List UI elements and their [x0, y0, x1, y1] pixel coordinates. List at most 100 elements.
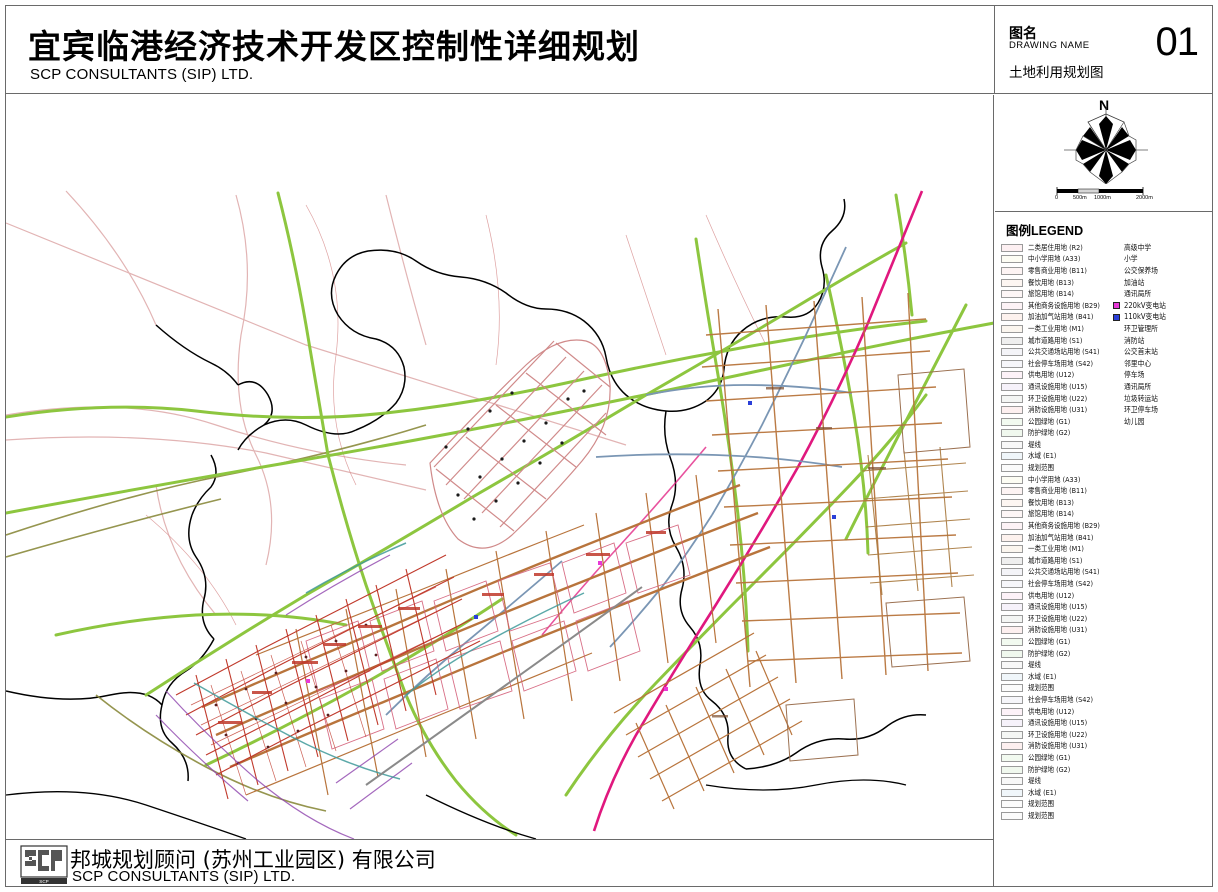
legend-item[interactable]: 公共交通场站用地 (S41): [1001, 567, 1111, 579]
legend-item-label: 供电用地 (U12): [1028, 707, 1075, 717]
legend-facility-item[interactable]: 110kV变电站: [1113, 312, 1211, 324]
legend-item[interactable]: 旅馆用地 (B14): [1001, 509, 1111, 521]
legend-facility-item[interactable]: 通讯局所: [1113, 288, 1211, 300]
legend-item[interactable]: 餐饮用地 (B13): [1001, 277, 1111, 289]
legend-swatch: [1001, 556, 1023, 565]
legend-swatch: [1001, 603, 1023, 612]
legend-item-label: 一类工业用地 (M1): [1028, 544, 1084, 554]
svg-text:SCP: SCP: [39, 879, 48, 884]
map-labels: [218, 531, 666, 724]
legend-item[interactable]: 二类居住用地 (R2): [1001, 242, 1111, 254]
legend-swatch: [1001, 522, 1023, 531]
legend-item[interactable]: 环卫设施用地 (U22): [1001, 393, 1111, 405]
legend-item[interactable]: 一类工业用地 (M1): [1001, 323, 1111, 335]
legend-item[interactable]: 供电用地 (U12): [1001, 370, 1111, 382]
legend-item[interactable]: 城市道路用地 (S1): [1001, 335, 1111, 347]
legend-item-label: 堤线: [1028, 776, 1041, 786]
legend-item-label: 其他商务设施用地 (B29): [1028, 301, 1100, 311]
legend-facility-item[interactable]: 公交首末站: [1113, 346, 1211, 358]
legend-item[interactable]: 水域 (E1): [1001, 451, 1111, 463]
legend-item[interactable]: 一类工业用地 (M1): [1001, 543, 1111, 555]
sheet-border-bottom: [5, 886, 1213, 887]
legend-item-label: 零售商业用地 (B11): [1028, 266, 1087, 276]
legend-item[interactable]: 通讯设施用地 (U15): [1001, 601, 1111, 613]
legend-item[interactable]: 其他商务设施用地 (B29): [1001, 520, 1111, 532]
legend-swatch: [1001, 243, 1023, 252]
legend-facility-item[interactable]: 幼儿园: [1113, 416, 1211, 428]
legend-item[interactable]: 公园绿地 (G1): [1001, 752, 1111, 764]
legend-facility-item[interactable]: 220kV变电站: [1113, 300, 1211, 312]
legend-facility-item[interactable]: 加油站: [1113, 277, 1211, 289]
legend-item-label: 规划范围: [1028, 811, 1054, 821]
legend-item[interactable]: 防护绿地 (G2): [1001, 648, 1111, 660]
legend-item[interactable]: 水域 (E1): [1001, 787, 1111, 799]
legend-item[interactable]: 零售商业用地 (B11): [1001, 485, 1111, 497]
legend-item[interactable]: 规划范围: [1001, 683, 1111, 695]
scale-tick-2000: 2000m: [1136, 195, 1153, 201]
legend-item[interactable]: 公园绿地 (G1): [1001, 636, 1111, 648]
legend-item[interactable]: 环卫设施用地 (U22): [1001, 613, 1111, 625]
legend-item[interactable]: 供电用地 (U12): [1001, 706, 1111, 718]
legend-facility-marker: [1113, 418, 1120, 425]
legend-item[interactable]: 环卫设施用地 (U22): [1001, 729, 1111, 741]
sheet-border-left: [5, 5, 6, 887]
legend-item[interactable]: 规划范围: [1001, 810, 1111, 822]
legend-swatch: [1001, 324, 1023, 333]
arterial-branch: [541, 446, 707, 636]
legend-swatch: [1001, 498, 1023, 507]
legend-item[interactable]: 公共交通场站用地 (S41): [1001, 346, 1111, 358]
legend-item[interactable]: 社会停车场用地 (S42): [1001, 578, 1111, 590]
legend-facility-item[interactable]: 停车场: [1113, 370, 1211, 382]
legend-item[interactable]: 规划范围: [1001, 799, 1111, 811]
legend-facility-item[interactable]: 环卫停车场: [1113, 404, 1211, 416]
legend-item-label: 零售商业用地 (B11): [1028, 486, 1087, 496]
legend-item[interactable]: 公园绿地 (G1): [1001, 416, 1111, 428]
legend-facility-label: 邻里中心: [1124, 359, 1152, 369]
legend-facility-item[interactable]: 通讯局所: [1113, 381, 1211, 393]
legend-item-label: 堤线: [1028, 440, 1041, 450]
legend-item[interactable]: 中小学用地 (A33): [1001, 254, 1111, 266]
legend-item-label: 社会停车场用地 (S42): [1028, 695, 1094, 705]
legend-item[interactable]: 加油加气站用地 (B41): [1001, 312, 1111, 324]
legend-item-label: 中小学用地 (A33): [1028, 475, 1081, 485]
legend-facility-marker: [1113, 407, 1120, 414]
legend-item[interactable]: 水域 (E1): [1001, 671, 1111, 683]
legend-item[interactable]: 通讯设施用地 (U15): [1001, 717, 1111, 729]
legend-item[interactable]: 堤线: [1001, 439, 1111, 451]
legend-item[interactable]: 消防设施用地 (U31): [1001, 625, 1111, 637]
legend-item[interactable]: 防护绿地 (G2): [1001, 764, 1111, 776]
legend-item[interactable]: 供电用地 (U12): [1001, 590, 1111, 602]
scale-tick-0: 0: [1055, 195, 1059, 201]
map-canvas[interactable]: [6, 95, 994, 839]
legend-item[interactable]: 餐饮用地 (B13): [1001, 497, 1111, 509]
legend-item-label: 加油加气站用地 (B41): [1028, 533, 1094, 543]
legend-item[interactable]: 社会停车场用地 (S42): [1001, 358, 1111, 370]
legend-facility-item[interactable]: 消防站: [1113, 335, 1211, 347]
legend-item[interactable]: 消防设施用地 (U31): [1001, 404, 1111, 416]
company-name-cn: 邦城规划顾问 (苏州工业园区) 有限公司: [70, 848, 436, 872]
legend-facility-item[interactable]: 小学: [1113, 254, 1211, 266]
legend-item[interactable]: 其他商务设施用地 (B29): [1001, 300, 1111, 312]
legend-item[interactable]: 零售商业用地 (B11): [1001, 265, 1111, 277]
legend-facility-item[interactable]: 邻里中心: [1113, 358, 1211, 370]
legend-swatch: [1001, 568, 1023, 577]
legend-item[interactable]: 规划范围: [1001, 462, 1111, 474]
legend-panel: 图例LEGEND 二类居住用地 (R2) 中小学用地 (A33) 零售商业用地 (B…: [995, 212, 1212, 886]
administrative-boundary: [6, 198, 927, 782]
legend-facility-item[interactable]: 高级中学: [1113, 242, 1211, 254]
legend-item[interactable]: 加油加气站用地 (B41): [1001, 532, 1111, 544]
legend-item[interactable]: 堤线: [1001, 775, 1111, 787]
scale-bar: [1056, 187, 1144, 195]
legend-item[interactable]: 防护绿地 (G2): [1001, 428, 1111, 440]
legend-item[interactable]: 中小学用地 (A33): [1001, 474, 1111, 486]
legend-item[interactable]: 消防设施用地 (U31): [1001, 741, 1111, 753]
legend-facility-item[interactable]: 垃圾转运站: [1113, 393, 1211, 405]
legend-item[interactable]: 堤线: [1001, 659, 1111, 671]
legend-facility-marker: [1113, 337, 1120, 344]
legend-facility-item[interactable]: 公交保养场: [1113, 265, 1211, 277]
legend-facility-item[interactable]: 环卫管理所: [1113, 323, 1211, 335]
legend-item[interactable]: 城市道路用地 (S1): [1001, 555, 1111, 567]
legend-item[interactable]: 旅馆用地 (B14): [1001, 288, 1111, 300]
legend-item[interactable]: 通讯设施用地 (U15): [1001, 381, 1111, 393]
legend-item[interactable]: 社会停车场用地 (S42): [1001, 694, 1111, 706]
